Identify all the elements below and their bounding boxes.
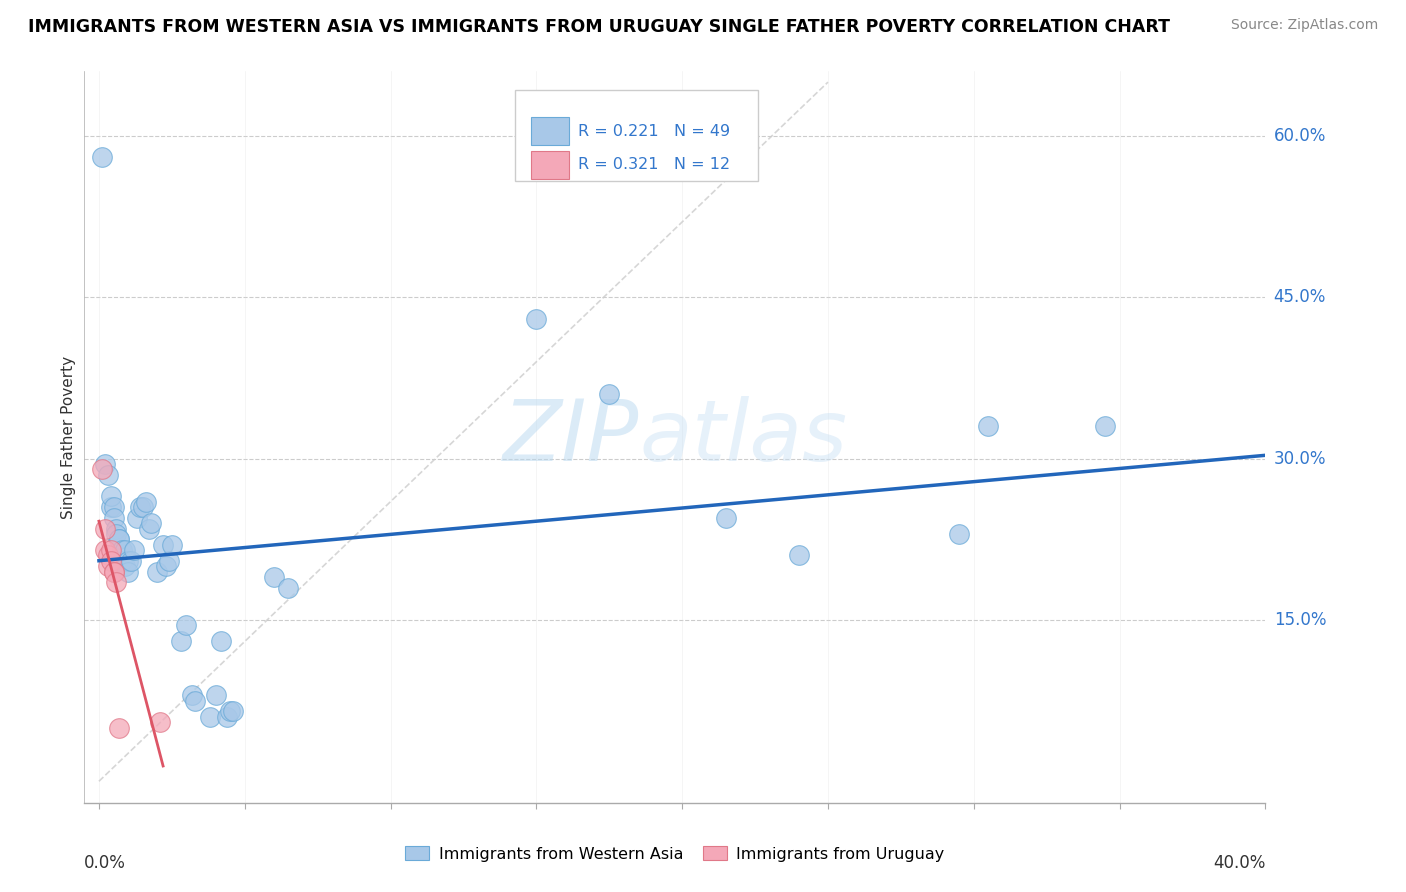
Point — [122, 543, 145, 558]
Point — [100, 500, 122, 514]
Point — [105, 527, 128, 541]
Point — [100, 489, 122, 503]
Point — [176, 618, 198, 632]
FancyBboxPatch shape — [516, 90, 758, 181]
Legend: Immigrants from Western Asia, Immigrants from Uruguay: Immigrants from Western Asia, Immigrants… — [399, 839, 950, 868]
Point — [1094, 419, 1116, 434]
Point — [184, 693, 207, 707]
Text: 40.0%: 40.0% — [1213, 854, 1265, 872]
Point — [155, 559, 177, 574]
Point — [90, 150, 112, 164]
FancyBboxPatch shape — [531, 117, 568, 145]
Point — [181, 688, 204, 702]
Text: 45.0%: 45.0% — [1274, 288, 1326, 306]
Point — [114, 559, 136, 574]
Text: 0.0%: 0.0% — [84, 854, 127, 872]
Text: R = 0.321   N = 12: R = 0.321 N = 12 — [578, 157, 730, 172]
Text: 60.0%: 60.0% — [1274, 127, 1326, 145]
Text: Source: ZipAtlas.com: Source: ZipAtlas.com — [1230, 18, 1378, 32]
Y-axis label: Single Father Poverty: Single Father Poverty — [60, 356, 76, 518]
Point — [103, 565, 125, 579]
Text: R = 0.221   N = 49: R = 0.221 N = 49 — [578, 124, 730, 138]
Point — [103, 565, 125, 579]
Point — [977, 419, 1000, 434]
Point — [108, 533, 131, 547]
Point — [100, 543, 122, 558]
Point — [97, 467, 120, 482]
Point — [160, 538, 183, 552]
Point — [141, 516, 163, 530]
Point — [94, 543, 117, 558]
Point — [100, 554, 122, 568]
Point — [149, 715, 172, 730]
Point — [105, 521, 128, 535]
Point — [108, 721, 131, 735]
Point — [146, 565, 169, 579]
Point — [157, 554, 180, 568]
Point — [94, 521, 117, 535]
Text: ZIP: ZIP — [503, 395, 640, 479]
Point — [277, 581, 299, 595]
Point — [103, 510, 125, 524]
Point — [120, 554, 142, 568]
Point — [217, 710, 239, 724]
Point — [90, 462, 112, 476]
Point — [105, 575, 128, 590]
Point — [111, 554, 134, 568]
Text: 15.0%: 15.0% — [1274, 611, 1326, 629]
Point — [117, 565, 139, 579]
Point — [97, 549, 120, 563]
Point — [135, 494, 157, 508]
Point — [263, 570, 285, 584]
Text: 30.0%: 30.0% — [1274, 450, 1326, 467]
Point — [209, 634, 232, 648]
Point — [204, 688, 226, 702]
Point — [948, 527, 970, 541]
Text: IMMIGRANTS FROM WESTERN ASIA VS IMMIGRANTS FROM URUGUAY SINGLE FATHER POVERTY CO: IMMIGRANTS FROM WESTERN ASIA VS IMMIGRAN… — [28, 18, 1170, 36]
Point — [111, 543, 134, 558]
Point — [787, 549, 810, 563]
Point — [198, 710, 221, 724]
Point — [169, 634, 191, 648]
Point — [97, 559, 120, 574]
Point — [219, 705, 242, 719]
Point — [598, 387, 620, 401]
Point — [94, 457, 117, 471]
Point — [138, 521, 160, 535]
Point — [125, 510, 148, 524]
Point — [152, 538, 174, 552]
Point — [114, 543, 136, 558]
Point — [524, 311, 547, 326]
Point — [108, 533, 131, 547]
Text: atlas: atlas — [640, 395, 848, 479]
Point — [103, 500, 125, 514]
Point — [714, 510, 737, 524]
Point — [117, 554, 139, 568]
Point — [128, 500, 150, 514]
FancyBboxPatch shape — [531, 151, 568, 179]
Point — [131, 500, 153, 514]
Point — [222, 705, 245, 719]
